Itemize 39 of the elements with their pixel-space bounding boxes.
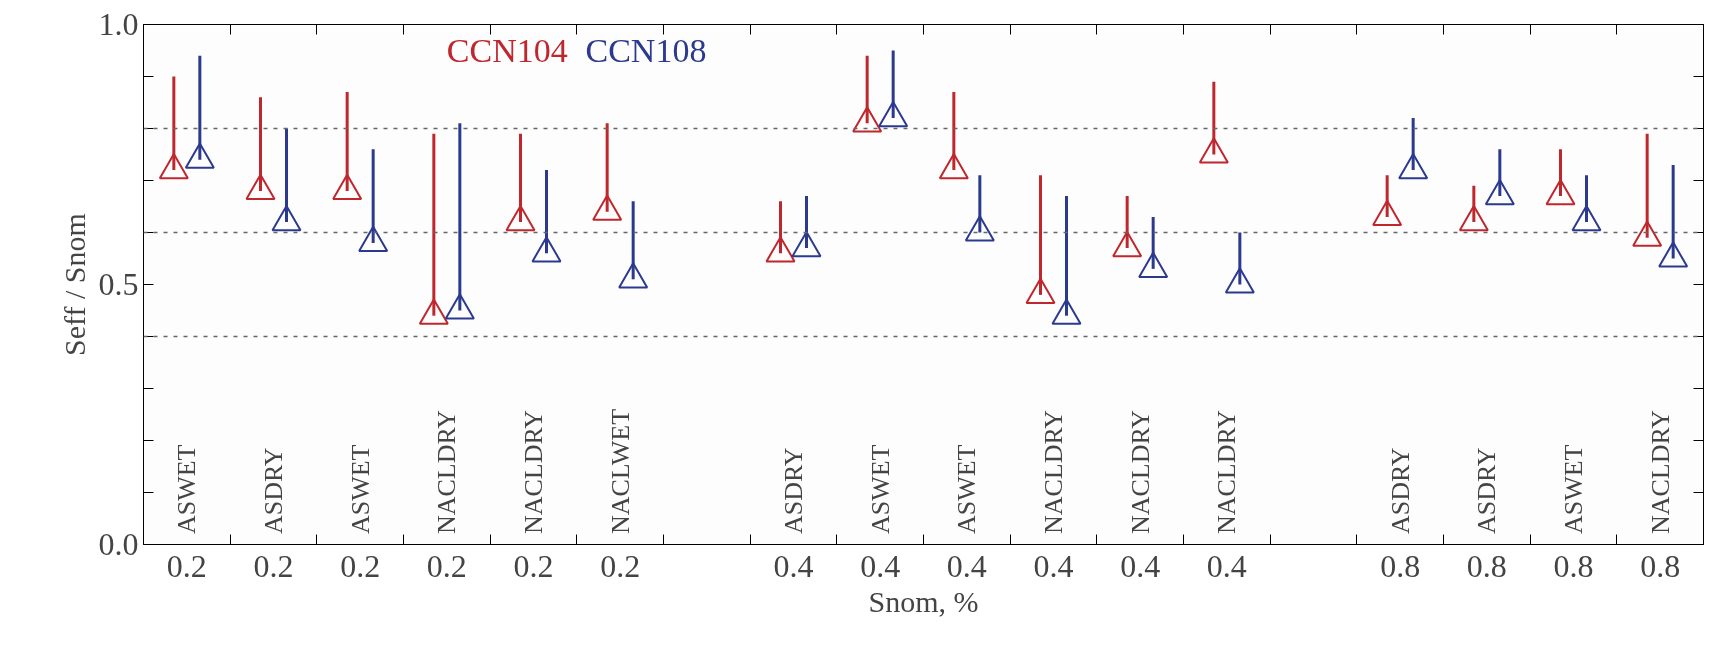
y-tick-label: 0.0 <box>98 526 139 562</box>
annotation: ASWET <box>172 444 202 535</box>
x-tick-label: 0.4 <box>773 547 814 584</box>
y-tick-label: 1.0 <box>98 6 139 42</box>
x-tick-label: 0.4 <box>946 547 987 584</box>
x-tick-label: 0.4 <box>860 547 901 584</box>
x-axis-title: Snom, % <box>868 584 979 618</box>
x-tick-label: 0.2 <box>600 547 641 584</box>
text: CCN104 <box>446 32 568 70</box>
annotation: NACLDRY <box>1125 409 1155 535</box>
annotation: ASDRY <box>1472 447 1502 535</box>
text: CCN108 <box>585 32 707 70</box>
annotation: NACLDRY <box>1212 409 1242 535</box>
annotation: NACLDRY <box>1039 409 1068 535</box>
annotation: ASWET <box>952 444 982 535</box>
x-tick-label: 0.8 <box>1380 547 1421 584</box>
x-tick-label: 0.8 <box>1640 547 1681 584</box>
annotation: NACLDRY <box>519 409 548 535</box>
x-tick-label: 0.4 <box>1033 547 1074 584</box>
x-tick-label: 0.4 <box>1206 547 1247 584</box>
x-tick-label: 0.8 <box>1466 547 1507 584</box>
annotation: ASDRY <box>779 447 808 535</box>
annotation: ASWET <box>1559 444 1588 535</box>
x-tick-label: 0.2 <box>340 547 381 584</box>
annotation: NACLDRY <box>1645 409 1675 535</box>
annotation: NACLWET <box>605 408 635 535</box>
annotation: ASWET <box>865 444 895 535</box>
y-axis-title: Seff / Snom <box>57 213 91 356</box>
annotation: ASWET <box>345 444 375 535</box>
x-tick-label: 0.8 <box>1553 547 1594 584</box>
x-tick-label: 0.2 <box>253 547 294 584</box>
annotation: ASDRY <box>259 447 288 535</box>
x-tick-label: 0.2 <box>166 547 207 584</box>
x-tick-label: 0.2 <box>513 547 554 584</box>
x-tick-label: 0.2 <box>426 547 467 584</box>
annotation: NACLDRY <box>432 409 462 535</box>
y-tick-label: 0.5 <box>98 266 139 302</box>
annotation: ASDRY <box>1385 447 1415 535</box>
x-tick-label: 0.4 <box>1120 547 1161 584</box>
